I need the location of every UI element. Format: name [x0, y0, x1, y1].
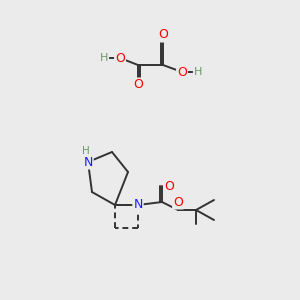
Text: H: H — [82, 146, 90, 156]
Text: N: N — [83, 155, 93, 169]
Text: O: O — [115, 52, 125, 64]
Text: O: O — [177, 65, 187, 79]
Text: O: O — [164, 179, 174, 193]
Text: O: O — [173, 196, 183, 208]
Text: N: N — [133, 199, 143, 212]
Text: H: H — [194, 67, 202, 77]
Text: O: O — [133, 79, 143, 92]
Text: O: O — [158, 28, 168, 41]
Text: H: H — [100, 53, 108, 63]
